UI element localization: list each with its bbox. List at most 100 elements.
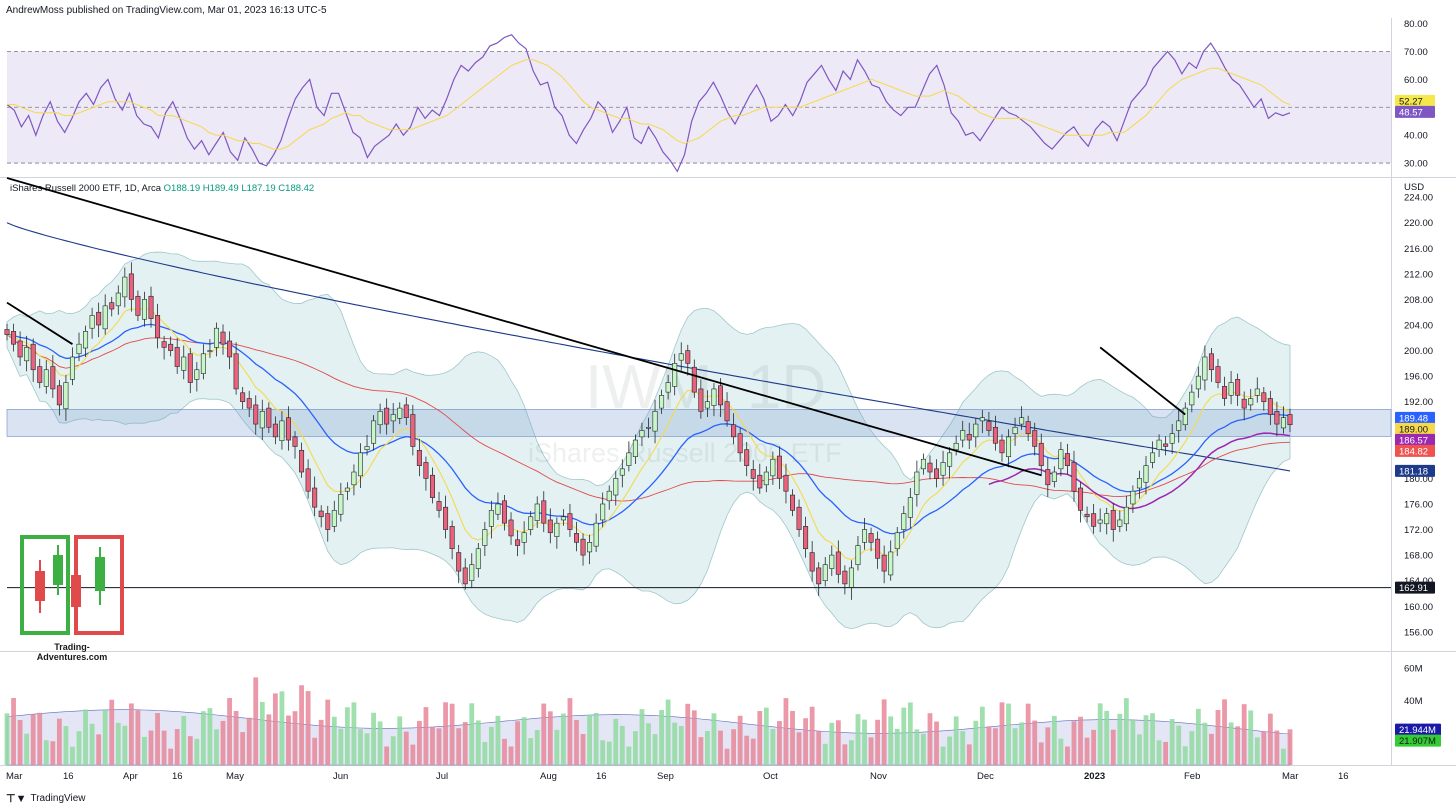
candle <box>410 404 416 456</box>
candle <box>1241 391 1247 421</box>
candle <box>947 447 953 479</box>
price-tick-label: 160.00 <box>1404 602 1433 613</box>
volume-bar <box>109 699 115 765</box>
candle <box>76 332 82 362</box>
candle <box>37 358 43 389</box>
volume-bar <box>744 735 750 765</box>
candle-body <box>449 526 455 550</box>
candle-body <box>1169 433 1175 444</box>
candle <box>371 415 377 451</box>
candle <box>135 290 141 322</box>
volume-bar <box>757 711 763 765</box>
volume-bar <box>194 738 200 765</box>
volume-bar <box>115 722 121 765</box>
candle-body <box>691 366 697 393</box>
x-axis-label: Nov <box>870 771 887 782</box>
candle-body <box>737 433 743 454</box>
volume-bar <box>430 726 435 765</box>
volume-bar <box>1150 713 1155 765</box>
candle-body <box>704 401 710 409</box>
candle <box>652 399 658 444</box>
candle-body <box>855 545 861 566</box>
volume-bar <box>1045 727 1051 765</box>
candle <box>1097 508 1103 533</box>
rsi-tag <box>1395 94 1435 107</box>
candle <box>1208 348 1214 382</box>
candle <box>528 511 534 536</box>
x-axis-label: 2023 <box>1084 771 1105 782</box>
x-axis-label: 16 <box>63 771 74 782</box>
candle <box>259 399 265 441</box>
candle-body <box>351 471 357 486</box>
candle <box>285 406 291 451</box>
volume-bar <box>508 746 514 765</box>
candle <box>881 545 887 584</box>
candle <box>704 390 710 418</box>
candle-body <box>875 538 881 559</box>
volume-bar <box>1097 703 1103 765</box>
candle-body <box>109 302 115 310</box>
volume-bar <box>646 723 651 765</box>
volume-bar <box>325 699 331 765</box>
candle-body <box>927 462 933 473</box>
price-tick-label: 216.00 <box>1404 244 1433 255</box>
candle-body <box>1163 443 1169 447</box>
candle-body <box>305 468 311 492</box>
candle <box>240 387 246 410</box>
trendline <box>1099 346 1186 416</box>
volume-bar <box>403 731 409 765</box>
volume-bar <box>940 746 946 765</box>
candle <box>842 565 848 595</box>
candle-body <box>24 347 30 362</box>
candle <box>462 558 468 590</box>
volume-bar <box>809 706 815 765</box>
volume-bar <box>960 731 966 765</box>
volume-bar <box>1130 720 1136 765</box>
symbol-legend: iShares Russell 2000 ETF, 1D, Arca O188.… <box>10 183 314 194</box>
candle <box>973 418 979 448</box>
volume-bar <box>187 736 193 765</box>
candle <box>554 517 560 549</box>
volume-bar <box>633 731 638 765</box>
volume-tick-label: 40M <box>1404 696 1423 707</box>
volume-bar <box>1176 725 1182 765</box>
price-tag <box>1395 433 1435 446</box>
candle-body <box>233 353 239 390</box>
x-axis-label: Oct <box>763 771 778 782</box>
candle <box>1117 510 1123 533</box>
candle-body <box>1038 442 1044 466</box>
candle <box>894 526 900 557</box>
candle <box>155 303 161 349</box>
candle <box>449 520 455 560</box>
candle-body <box>37 366 43 383</box>
volume-bar <box>495 715 501 765</box>
volume-bar <box>502 738 507 765</box>
volume-bar <box>600 740 606 765</box>
volume-bar <box>17 720 23 765</box>
volume-bar <box>128 703 134 765</box>
candle-body <box>567 513 573 530</box>
candle-body <box>580 538 586 556</box>
volume-bar <box>1254 737 1260 765</box>
candle <box>809 541 815 582</box>
candle-body <box>816 567 822 585</box>
candle-body <box>1051 471 1057 482</box>
candle <box>63 374 69 421</box>
volume-bar <box>626 746 632 765</box>
candle <box>1150 441 1156 469</box>
volume-tick-label: 60M <box>1404 664 1423 675</box>
candle <box>1169 424 1175 454</box>
volume-bar <box>672 722 678 765</box>
volume-bar <box>803 718 809 765</box>
candle <box>17 331 23 366</box>
volume-bar <box>685 703 691 765</box>
candle-body <box>1130 490 1136 505</box>
candle <box>600 492 606 528</box>
candle <box>855 535 861 571</box>
candle <box>862 518 868 550</box>
candle <box>390 402 396 434</box>
candle-body <box>613 478 619 496</box>
candle-body <box>587 542 593 553</box>
candle <box>737 427 743 462</box>
